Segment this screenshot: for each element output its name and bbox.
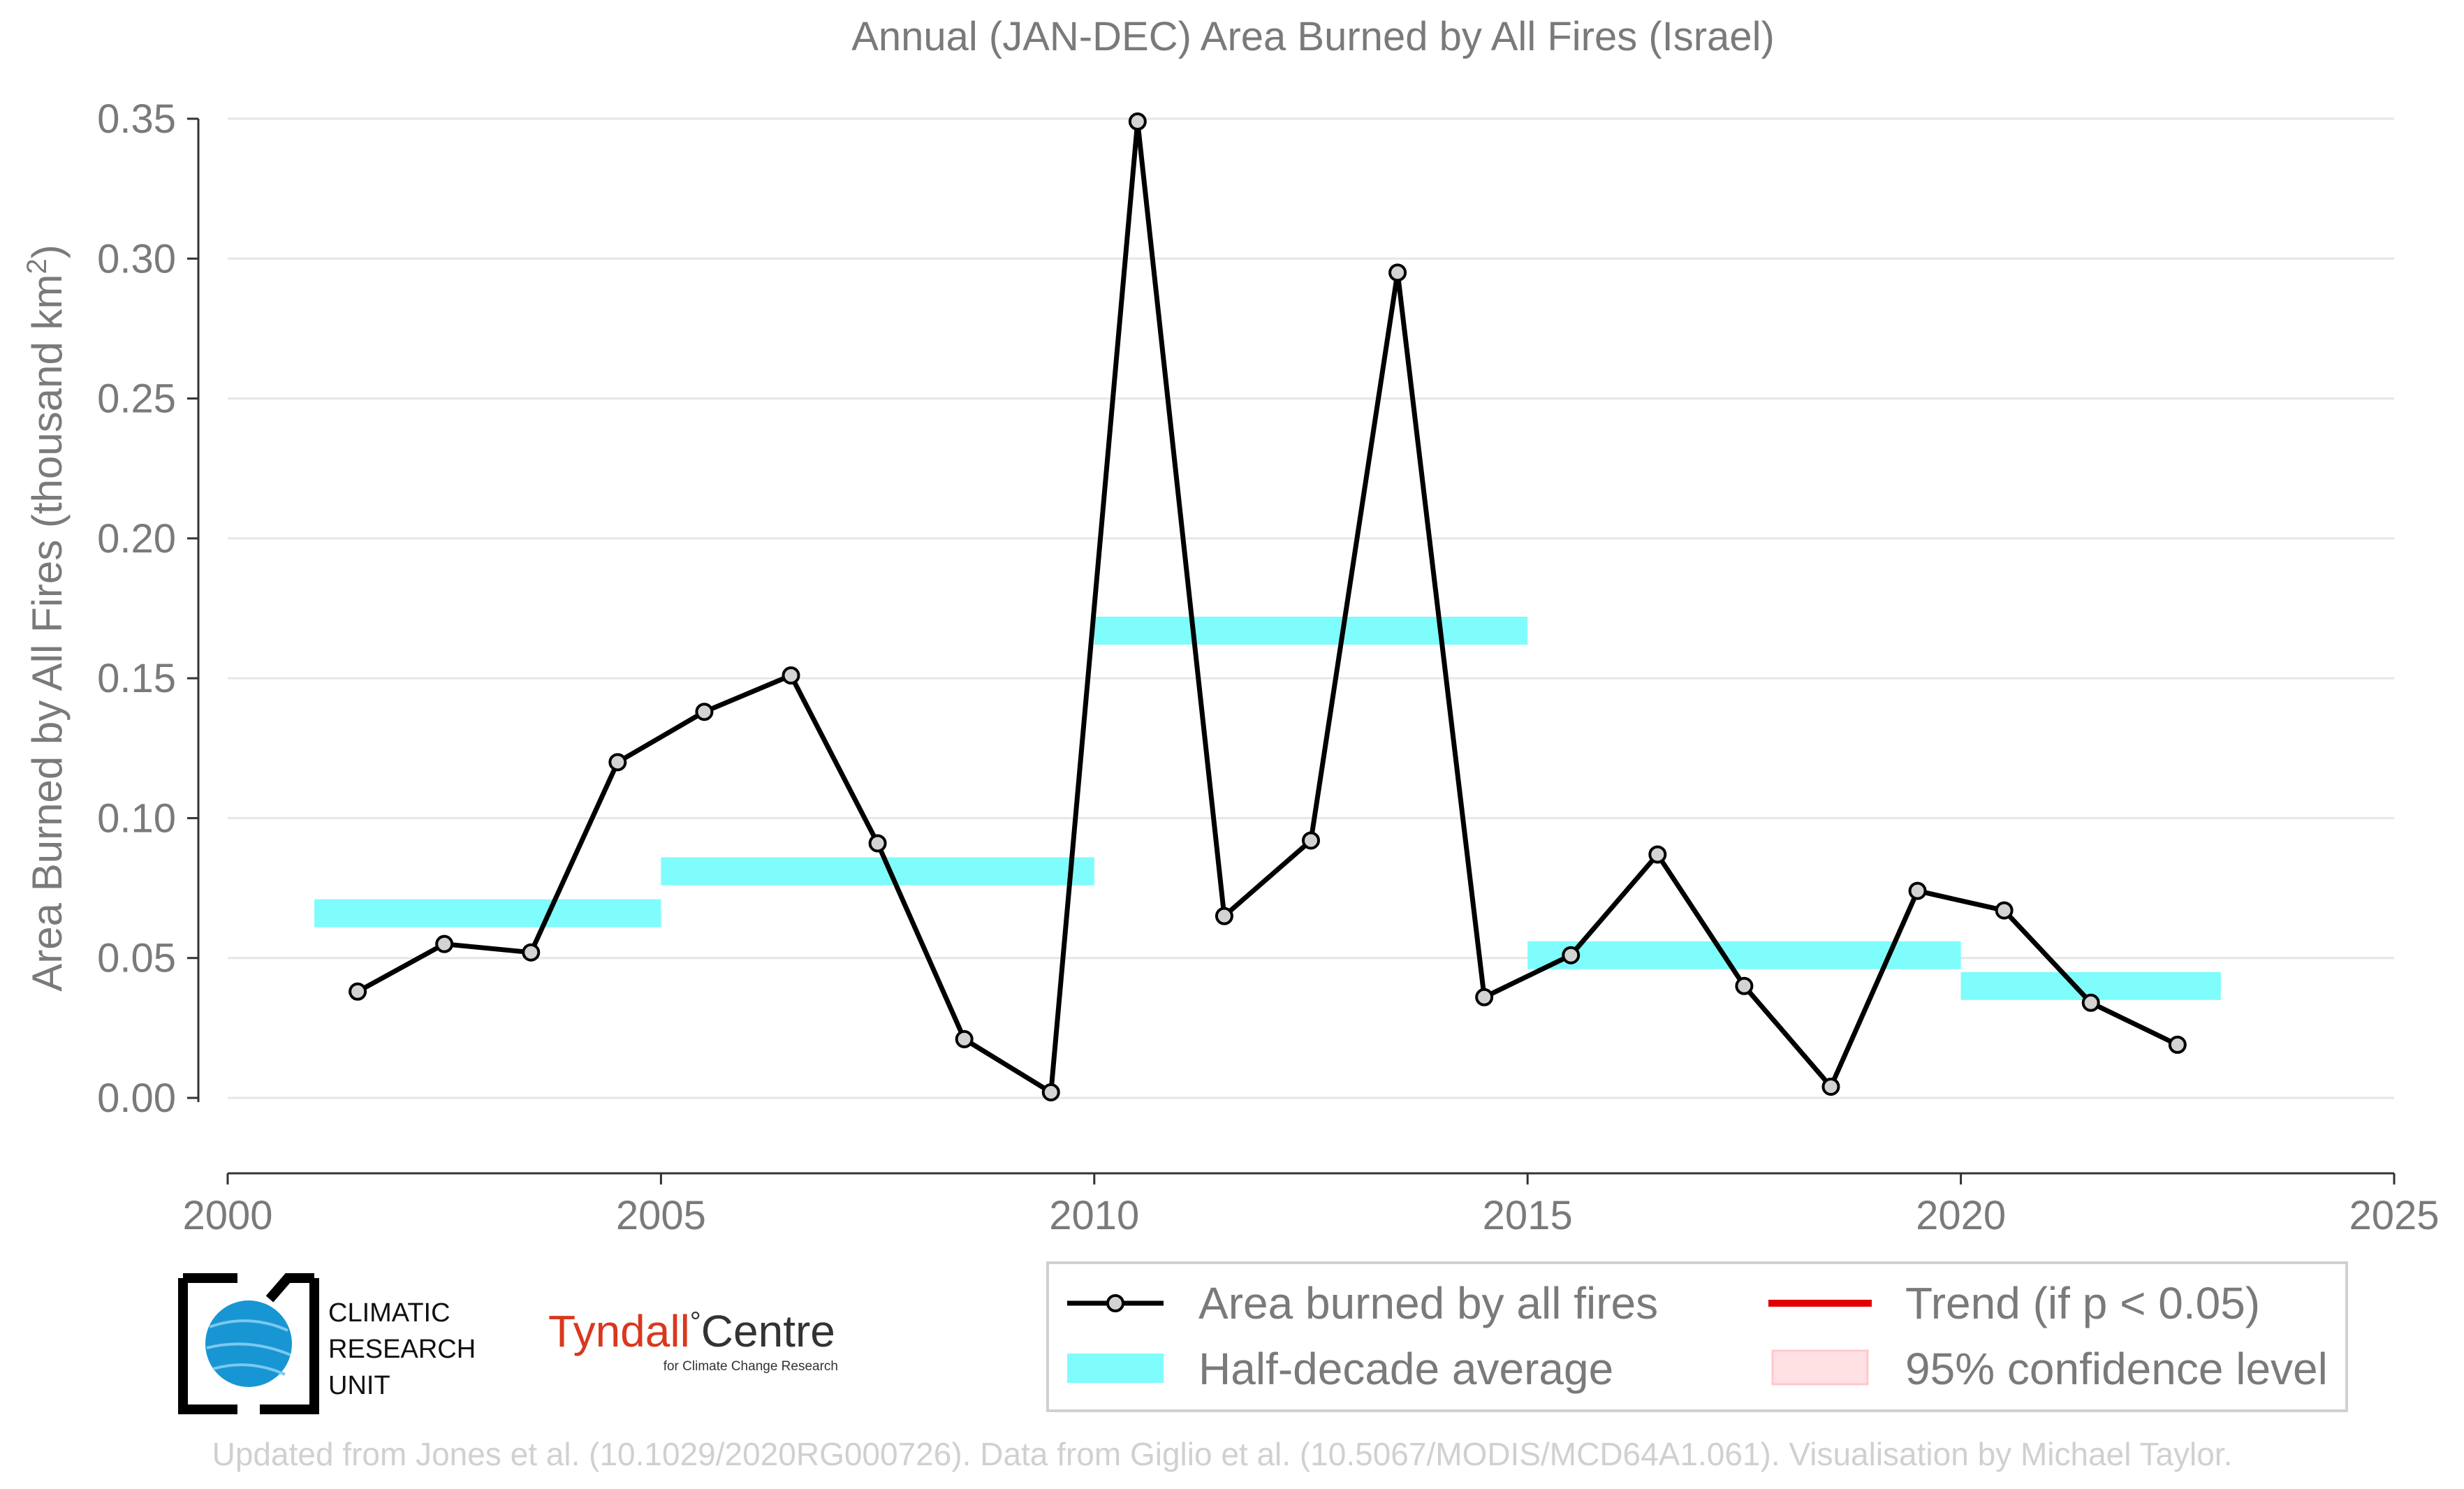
chart-title: Annual (JAN-DEC) Area Burned by All Fire… bbox=[851, 14, 1775, 59]
grid bbox=[228, 117, 2394, 1099]
data-point-17 bbox=[1821, 1077, 1840, 1096]
data-point-21 bbox=[2168, 1035, 2187, 1054]
cru-text-line3: UNIT bbox=[328, 1371, 390, 1400]
legend-label-area: Area burned by all fires bbox=[1198, 1278, 1658, 1328]
tyndall-subtitle: for Climate Change Research bbox=[663, 1359, 838, 1374]
data-point-4 bbox=[695, 703, 714, 721]
data-point-0 bbox=[349, 982, 367, 1001]
data-point-7 bbox=[955, 1029, 974, 1048]
data-point-11 bbox=[1302, 831, 1320, 850]
data-point-3 bbox=[608, 753, 627, 772]
cru-text-line1: CLIMATIC bbox=[328, 1298, 450, 1328]
tyndall-centre: Centre bbox=[701, 1306, 835, 1356]
half-decade-band-2 bbox=[1094, 617, 1528, 645]
y-tick-label-4: 0.20 bbox=[97, 516, 176, 562]
tick-labels: 0.00 0.05 0.10 0.15 0.20 0.25 0.30 0.35 2000 2005… bbox=[97, 96, 2439, 1238]
y-axis-label-sup: 2 bbox=[22, 258, 52, 274]
series-line bbox=[356, 119, 2179, 1095]
cru-logo bbox=[178, 1273, 319, 1414]
y-tick-label-3: 0.15 bbox=[97, 656, 176, 701]
x-tick-label-1: 2005 bbox=[616, 1193, 706, 1238]
y-tick-label-1: 0.05 bbox=[97, 936, 176, 981]
x-tick-label-2: 2010 bbox=[1049, 1193, 1139, 1238]
half-decade-bands bbox=[314, 617, 2221, 1000]
legend: Area burned by all fires Trend (if p < 0… bbox=[1046, 1261, 2348, 1412]
data-point-13 bbox=[1475, 988, 1494, 1006]
series-area-burned bbox=[349, 112, 2187, 1101]
y-axis-label: Area Burned by All Fires (thousand km2) bbox=[22, 244, 71, 991]
footer-credits: Updated from Jones et al. (10.1029/2020R… bbox=[212, 1436, 2233, 1472]
legend-half-decade-swatch bbox=[1067, 1354, 1164, 1383]
data-point-8 bbox=[1041, 1083, 1060, 1101]
x-tick-label-3: 2015 bbox=[1483, 1193, 1573, 1238]
data-point-10 bbox=[1215, 907, 1233, 925]
legend-box bbox=[1046, 1261, 2348, 1412]
x-tick-label-4: 2020 bbox=[1916, 1193, 2006, 1238]
x-tick-label-0: 2000 bbox=[182, 1193, 272, 1238]
tyndall-degree: ° bbox=[690, 1307, 701, 1337]
half-decade-band-1 bbox=[661, 857, 1094, 886]
y-tick-label-7: 0.35 bbox=[97, 96, 176, 142]
legend-label-half-decade: Half-decade average bbox=[1198, 1344, 1613, 1394]
data-point-5 bbox=[782, 666, 800, 685]
y-tick-label-0: 0.00 bbox=[97, 1076, 176, 1121]
data-point-12 bbox=[1388, 263, 1407, 282]
y-axis-label-suffix: ) bbox=[24, 244, 71, 258]
axes bbox=[187, 117, 2396, 1184]
y-axis-label-prefix: Area Burned by All Fires (thousand km bbox=[24, 274, 71, 992]
data-point-15 bbox=[1648, 845, 1667, 864]
half-decade-band-0 bbox=[314, 899, 661, 927]
cru-text-line2: RESEARCH bbox=[328, 1335, 476, 1364]
data-point-18 bbox=[1908, 881, 1927, 900]
x-tick-label-5: 2025 bbox=[2349, 1193, 2439, 1238]
y-tick-label-2: 0.10 bbox=[97, 795, 176, 841]
legend-confidence-swatch bbox=[1771, 1349, 1869, 1386]
tyndall-logo: Tyndall°Centre bbox=[548, 1306, 835, 1356]
legend-marker-swatch bbox=[1106, 1294, 1124, 1312]
y-tick-label-6: 0.30 bbox=[97, 236, 176, 281]
data-point-14 bbox=[1562, 946, 1581, 964]
tyndall-name: Tyndall bbox=[548, 1306, 690, 1356]
data-point-20 bbox=[2081, 993, 2100, 1012]
data-point-19 bbox=[1995, 901, 2014, 920]
data-point-1 bbox=[435, 934, 454, 953]
data-point-16 bbox=[1735, 976, 1754, 995]
y-tick-label-5: 0.25 bbox=[97, 376, 176, 422]
data-point-9 bbox=[1128, 112, 1147, 131]
legend-label-trend: Trend (if p < 0.05) bbox=[1905, 1278, 2260, 1328]
data-point-6 bbox=[868, 834, 887, 853]
legend-label-confidence: 95% confidence level bbox=[1905, 1344, 2328, 1394]
data-point-2 bbox=[522, 943, 541, 962]
